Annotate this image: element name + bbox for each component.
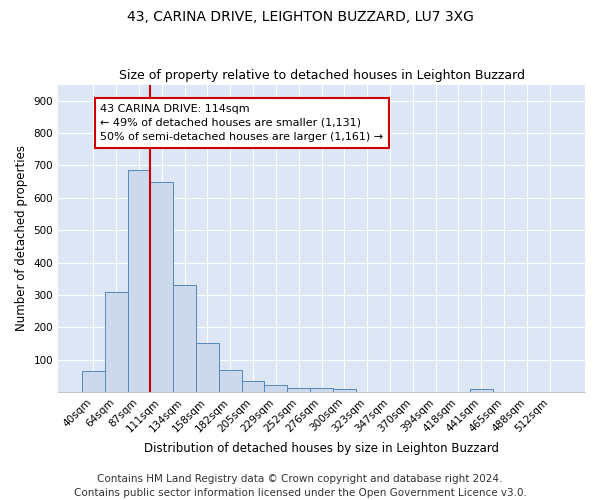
Text: 43 CARINA DRIVE: 114sqm
← 49% of detached houses are smaller (1,131)
50% of semi: 43 CARINA DRIVE: 114sqm ← 49% of detache… (100, 104, 383, 142)
Text: 43, CARINA DRIVE, LEIGHTON BUZZARD, LU7 3XG: 43, CARINA DRIVE, LEIGHTON BUZZARD, LU7 … (127, 10, 473, 24)
Bar (265, 386, 287, 392)
Bar (242, 380, 265, 392)
Bar (128, 170, 151, 392)
Bar (196, 343, 219, 392)
Y-axis label: Number of detached properties: Number of detached properties (15, 146, 28, 332)
Bar (470, 388, 493, 392)
Bar (151, 182, 173, 392)
Bar (287, 388, 310, 392)
Text: Contains HM Land Registry data © Crown copyright and database right 2024.
Contai: Contains HM Land Registry data © Crown c… (74, 474, 526, 498)
X-axis label: Distribution of detached houses by size in Leighton Buzzard: Distribution of detached houses by size … (144, 442, 499, 455)
Bar (310, 388, 333, 392)
Title: Size of property relative to detached houses in Leighton Buzzard: Size of property relative to detached ho… (119, 69, 524, 82)
Bar (333, 390, 356, 392)
Bar (105, 292, 128, 392)
Bar (219, 370, 242, 392)
Bar (82, 371, 105, 392)
Bar (173, 285, 196, 392)
